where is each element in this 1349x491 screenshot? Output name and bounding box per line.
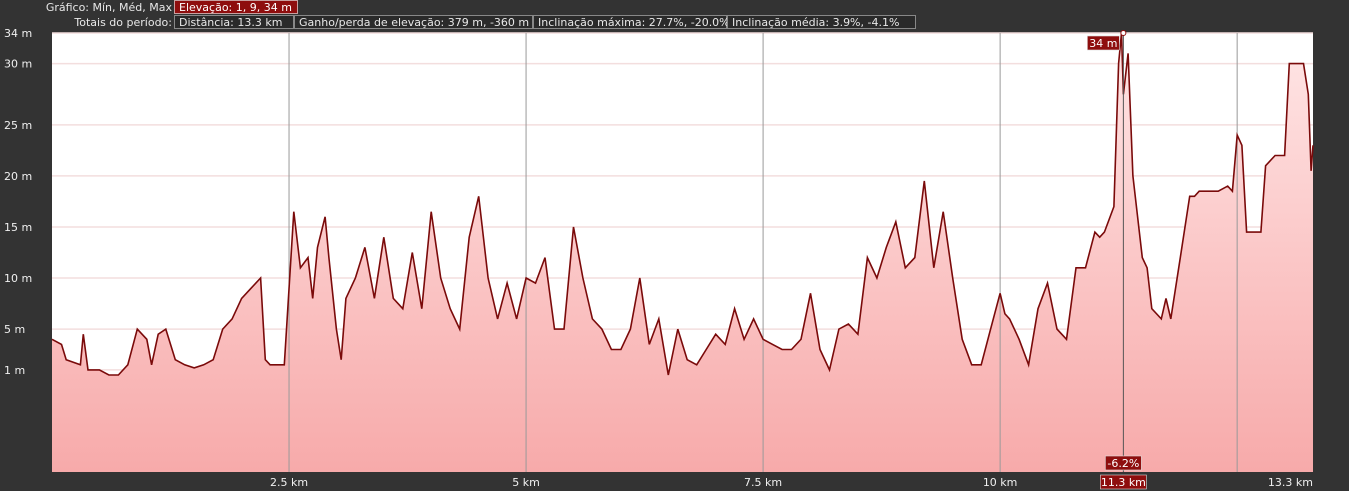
y-tick-label: 34 m xyxy=(4,27,32,40)
elevation-gain-total: Ganho/perda de elevação: 379 m, -360 m xyxy=(294,15,533,29)
chart-minmax-label: Gráfico: Mín, Méd, Max xyxy=(45,1,172,14)
x-tick-label: 7.5 km xyxy=(744,476,782,489)
cursor-elevation-badge: 34 m xyxy=(1087,35,1120,51)
y-tick-label: 30 m xyxy=(4,58,32,71)
y-tick-label: 25 m xyxy=(4,119,32,132)
elevation-area xyxy=(52,33,1313,472)
elevation-line xyxy=(51,32,1314,376)
cursor-distance-badge: 11.3 km xyxy=(1100,474,1147,490)
cursor-slope-label: -6.2% xyxy=(1107,457,1139,470)
x-tick-label: 5 km xyxy=(512,476,540,489)
cursor-distance-label: 11.3 km xyxy=(1101,476,1146,489)
y-tick-label: 15 m xyxy=(4,221,32,234)
avg-incline-total: Inclinação média: 3.9%, -4.1% xyxy=(727,15,916,29)
cursor-marker xyxy=(1120,30,1127,36)
distance-total: Distância: 13.3 km xyxy=(174,15,294,29)
max-incline-total: Inclinação máxima: 27.7%, -20.0% xyxy=(533,15,730,29)
y-axis: 34 m 30 m 25 m 20 m 15 m 10 m 5 m 1 m xyxy=(4,27,32,377)
period-totals-label: Totais do período: xyxy=(74,16,172,29)
cursor-elevation-label: 34 m xyxy=(1089,37,1117,50)
x-tick-label: 2.5 km xyxy=(270,476,308,489)
x-tick-label: 10 km xyxy=(983,476,1018,489)
y-tick-label: 20 m xyxy=(4,170,32,183)
elevation-summary[interactable]: Elevação: 1, 9, 34 m xyxy=(174,0,298,14)
x-axis: 2.5 km 5 km 7.5 km 10 km 13.3 km xyxy=(270,476,1313,489)
cursor-slope-badge: -6.2% xyxy=(1105,455,1142,471)
x-tick-label: 13.3 km xyxy=(1268,476,1313,489)
y-tick-label: 5 m xyxy=(4,323,25,336)
y-tick-label: 1 m xyxy=(4,364,25,377)
y-tick-label: 10 m xyxy=(4,272,32,285)
x-gridlines xyxy=(288,33,1238,472)
